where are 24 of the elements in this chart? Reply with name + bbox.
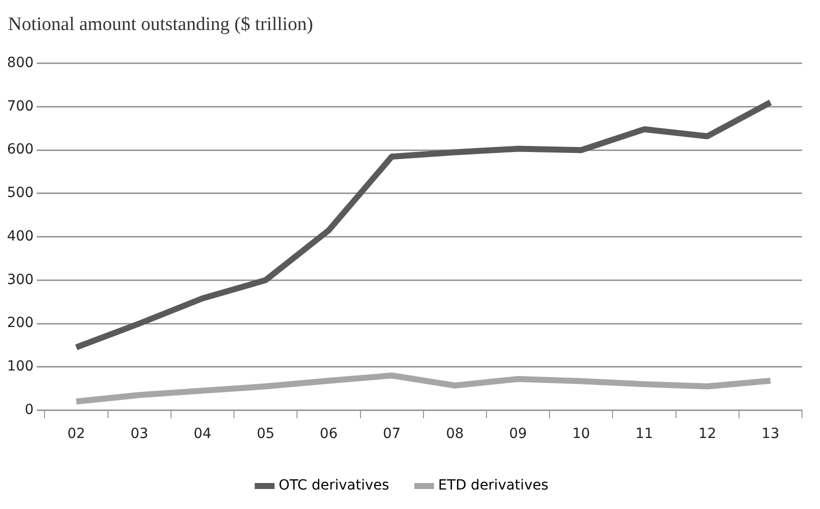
y-tick-label: 400: [6, 228, 34, 244]
y-tick-label: 300: [6, 272, 34, 288]
x-tick-label: 04: [194, 426, 212, 442]
x-tick-label: 09: [509, 426, 527, 442]
x-tick-label: 11: [635, 426, 654, 442]
y-tick-label: 800: [6, 55, 34, 72]
y-tick-label: 0: [24, 402, 34, 418]
y-tick-label: 500: [6, 185, 34, 202]
legend-label: ETD derivatives: [438, 478, 548, 494]
y-tick-label: 600: [6, 142, 34, 158]
x-tick-label: 10: [572, 426, 590, 442]
y-tick-label: 100: [6, 358, 34, 374]
x-tick-label: 08: [446, 426, 464, 442]
x-tick-label: 05: [256, 426, 275, 442]
legend-label: OTC derivatives: [278, 478, 390, 494]
chart-title: Notional amount outstanding ($ trillion): [8, 14, 314, 36]
x-tick-label: 12: [698, 426, 716, 442]
x-tick-label: 03: [130, 426, 148, 442]
y-tick-label: 200: [6, 315, 34, 332]
y-tick-label: 700: [6, 98, 34, 114]
x-tick-label: 13: [762, 426, 780, 442]
x-tick-label: 07: [382, 426, 401, 442]
x-tick-label: 02: [67, 426, 86, 442]
x-tick-label: 06: [320, 426, 338, 442]
